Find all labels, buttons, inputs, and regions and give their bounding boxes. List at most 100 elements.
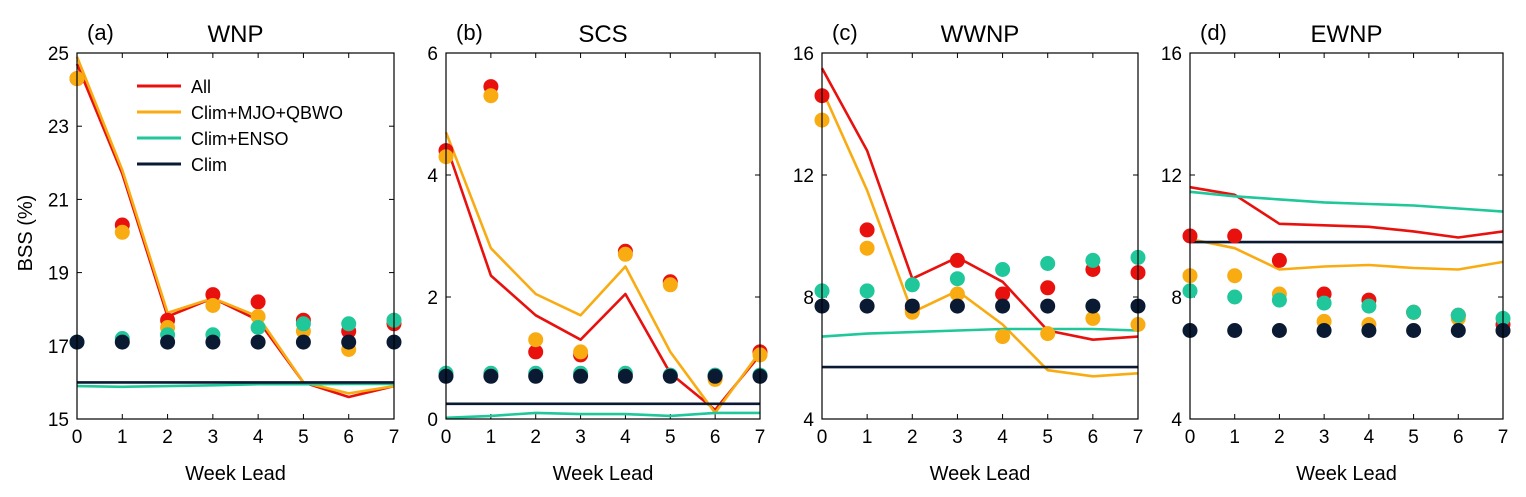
series-line-clim-mjo-qbwo xyxy=(820,89,1139,378)
data-point-clim-mjo-qbwo xyxy=(573,344,589,360)
y-tick-label: 12 xyxy=(793,166,814,187)
x-tick-label: 2 xyxy=(1274,427,1285,448)
x-tick-label: 5 xyxy=(1042,427,1053,448)
x-tick-label: 7 xyxy=(1498,427,1509,448)
data-point-all xyxy=(1040,280,1056,296)
data-point-clim-enso xyxy=(1040,256,1056,271)
x-tick-label: 7 xyxy=(755,427,766,448)
y-tick-label: 4 xyxy=(1171,410,1182,431)
data-point-clim xyxy=(617,368,633,384)
data-point-clim-mjo-qbwo xyxy=(662,277,678,293)
data-point-clim-mjo-qbwo xyxy=(205,298,221,313)
x-tick-label: 3 xyxy=(1319,427,1330,448)
data-point-clim xyxy=(1227,323,1243,338)
data-point-clim-mjo-qbwo xyxy=(1227,268,1243,284)
y-tick-label: 2 xyxy=(427,288,438,309)
data-point-clim-mjo-qbwo xyxy=(859,240,875,256)
x-tick-label: 4 xyxy=(620,427,631,448)
y-tick-label: 8 xyxy=(1171,288,1182,309)
x-tick-label: 0 xyxy=(1185,427,1196,448)
data-point-all xyxy=(949,252,965,268)
data-point-clim-enso xyxy=(1450,307,1466,323)
x-tick-label: 5 xyxy=(1408,427,1419,448)
series-line-clim-enso xyxy=(445,411,760,420)
y-tick-label: 4 xyxy=(803,410,814,431)
x-tick-label: 3 xyxy=(952,427,963,448)
x-tick-label: 6 xyxy=(710,427,721,448)
data-point-clim xyxy=(528,368,544,384)
data-point-clim xyxy=(205,334,221,350)
legend-label: Clim+MJO+QBWO xyxy=(191,103,343,123)
data-point-clim-enso xyxy=(859,283,875,299)
data-point-all xyxy=(205,287,221,303)
y-tick-label: 17 xyxy=(48,337,69,358)
series-line-all xyxy=(1189,185,1504,239)
x-tick-label: 2 xyxy=(162,427,173,448)
x-tick-label: 2 xyxy=(530,427,541,448)
data-point-clim-enso xyxy=(949,271,965,287)
panel-label: (c) xyxy=(832,20,858,45)
x-tick-label: 1 xyxy=(117,427,128,448)
y-tick-label: 25 xyxy=(48,44,69,65)
data-point-clim xyxy=(341,334,357,350)
y-tick-label: 4 xyxy=(427,166,438,187)
legend: All Clim+MJO+QBWO Clim+ENSO Clim xyxy=(137,77,343,175)
data-point-clim-enso xyxy=(1361,298,1377,314)
legend-label: Clim xyxy=(191,155,227,175)
data-point-clim-enso xyxy=(1227,289,1243,305)
x-tick-label: 0 xyxy=(72,427,83,448)
x-tick-label: 3 xyxy=(575,427,586,448)
x-axis-label: Week Lead xyxy=(1296,463,1397,485)
x-tick-label: 5 xyxy=(665,427,676,448)
data-point-clim-mjo-qbwo xyxy=(528,332,544,348)
x-axis-label: Week Lead xyxy=(553,463,654,485)
series-line-clim-mjo-qbwo xyxy=(1189,237,1504,271)
x-tick-label: 6 xyxy=(1088,427,1099,448)
data-point-clim xyxy=(295,334,311,350)
series-line-clim-enso xyxy=(76,382,394,389)
y-tick-label: 23 xyxy=(48,117,69,138)
data-point-clim-mjo-qbwo xyxy=(949,286,965,302)
data-point-clim xyxy=(160,334,176,350)
data-point-clim-mjo-qbwo xyxy=(483,88,499,104)
data-point-clim xyxy=(995,298,1011,314)
x-tick-label: 6 xyxy=(343,427,354,448)
data-point-clim-mjo-qbwo xyxy=(1040,326,1056,342)
series-line-all xyxy=(820,67,1139,342)
x-tick-label: 5 xyxy=(298,427,309,448)
plot-frame xyxy=(821,52,1139,420)
data-point-clim-enso xyxy=(904,277,920,293)
series-line-clim-enso xyxy=(1189,190,1504,213)
data-point-clim xyxy=(1040,298,1056,314)
y-tick-label: 15 xyxy=(48,410,69,431)
plot-frame xyxy=(445,52,761,420)
data-point-clim-enso xyxy=(341,316,357,332)
plot-frame xyxy=(76,52,395,420)
data-point-clim xyxy=(1361,323,1377,338)
data-point-clim-enso xyxy=(1316,295,1332,311)
data-point-clim xyxy=(707,368,723,384)
data-point-clim xyxy=(1316,323,1332,338)
data-point-clim xyxy=(1450,323,1466,338)
panel-title: WWNP xyxy=(941,21,1020,48)
panel-label: (b) xyxy=(456,20,483,45)
panel-title: WNP xyxy=(208,21,264,48)
legend-label: All xyxy=(191,77,211,97)
data-point-all xyxy=(1271,252,1287,268)
panel-label: (d) xyxy=(1200,20,1227,45)
data-point-clim xyxy=(573,368,589,384)
data-point-clim-enso xyxy=(1085,252,1101,268)
panel-label: (a) xyxy=(87,20,114,45)
x-tick-label: 1 xyxy=(1229,427,1240,448)
x-tick-label: 1 xyxy=(862,427,873,448)
data-point-clim xyxy=(1406,323,1422,338)
x-tick-label: 3 xyxy=(208,427,219,448)
data-point-clim xyxy=(1085,298,1101,314)
data-point-clim-enso xyxy=(995,262,1011,277)
x-tick-label: 6 xyxy=(1453,427,1464,448)
data-point-clim-enso xyxy=(295,316,311,332)
data-point-clim xyxy=(1271,323,1287,338)
